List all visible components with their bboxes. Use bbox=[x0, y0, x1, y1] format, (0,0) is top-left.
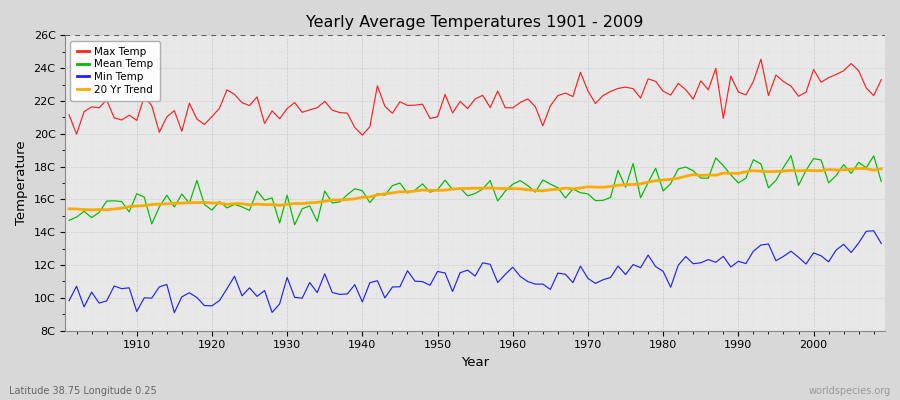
Line: Min Temp: Min Temp bbox=[69, 231, 881, 313]
Min Temp bbox=[515, 274, 526, 279]
Mean Temp bbox=[515, 178, 526, 183]
Max Temp bbox=[124, 113, 135, 118]
Mean Temp bbox=[605, 195, 616, 200]
Max Temp bbox=[515, 100, 526, 105]
Min Temp bbox=[876, 241, 886, 246]
Max Temp bbox=[605, 89, 616, 94]
Line: Mean Temp: Mean Temp bbox=[69, 156, 881, 225]
Legend: Max Temp, Mean Temp, Min Temp, 20 Yr Trend: Max Temp, Mean Temp, Min Temp, 20 Yr Tre… bbox=[70, 40, 160, 101]
Max Temp bbox=[64, 112, 75, 117]
20 Yr Trend bbox=[342, 197, 353, 202]
20 Yr Trend bbox=[131, 204, 142, 208]
Mean Temp bbox=[786, 153, 796, 158]
Mean Temp bbox=[297, 206, 308, 211]
Line: 20 Yr Trend: 20 Yr Trend bbox=[69, 168, 881, 210]
Mean Temp bbox=[342, 192, 353, 197]
Line: Max Temp: Max Temp bbox=[69, 59, 881, 135]
Max Temp bbox=[357, 133, 368, 138]
Mean Temp bbox=[508, 182, 518, 187]
Min Temp bbox=[124, 286, 135, 290]
Text: Latitude 38.75 Longitude 0.25: Latitude 38.75 Longitude 0.25 bbox=[9, 386, 157, 396]
Mean Temp bbox=[124, 210, 135, 214]
20 Yr Trend bbox=[508, 186, 518, 191]
Min Temp bbox=[342, 292, 353, 296]
Max Temp bbox=[289, 100, 300, 105]
Min Temp bbox=[508, 265, 518, 270]
Text: worldspecies.org: worldspecies.org bbox=[809, 386, 891, 396]
Min Temp bbox=[868, 228, 879, 233]
Mean Temp bbox=[289, 222, 300, 227]
Max Temp bbox=[755, 57, 766, 62]
Min Temp bbox=[64, 298, 75, 303]
20 Yr Trend bbox=[297, 201, 308, 206]
X-axis label: Year: Year bbox=[461, 356, 490, 369]
Y-axis label: Temperature: Temperature bbox=[15, 141, 28, 225]
Max Temp bbox=[508, 106, 518, 110]
Mean Temp bbox=[876, 179, 886, 184]
20 Yr Trend bbox=[876, 166, 886, 171]
20 Yr Trend bbox=[853, 166, 864, 171]
Min Temp bbox=[297, 296, 308, 300]
20 Yr Trend bbox=[64, 206, 75, 211]
Max Temp bbox=[876, 77, 886, 82]
Min Temp bbox=[169, 310, 180, 315]
20 Yr Trend bbox=[605, 184, 616, 189]
20 Yr Trend bbox=[515, 186, 526, 191]
Max Temp bbox=[335, 110, 346, 115]
20 Yr Trend bbox=[101, 208, 112, 212]
Title: Yearly Average Temperatures 1901 - 2009: Yearly Average Temperatures 1901 - 2009 bbox=[307, 15, 644, 30]
Mean Temp bbox=[64, 218, 75, 223]
Min Temp bbox=[605, 275, 616, 280]
